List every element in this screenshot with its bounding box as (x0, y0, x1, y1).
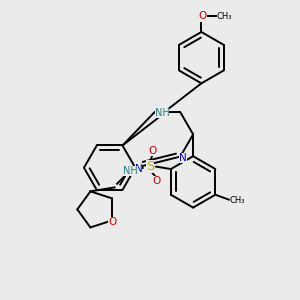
Text: O: O (108, 218, 116, 227)
Text: CH₃: CH₃ (230, 196, 245, 205)
Text: CH₃: CH₃ (217, 12, 233, 21)
Text: N: N (179, 153, 187, 163)
Text: NH: NH (154, 108, 169, 118)
Text: N: N (134, 164, 142, 174)
Text: O: O (148, 146, 157, 156)
Text: O: O (152, 176, 160, 186)
Text: S: S (146, 160, 154, 173)
Text: NH: NH (123, 167, 138, 176)
Text: O: O (199, 11, 207, 21)
